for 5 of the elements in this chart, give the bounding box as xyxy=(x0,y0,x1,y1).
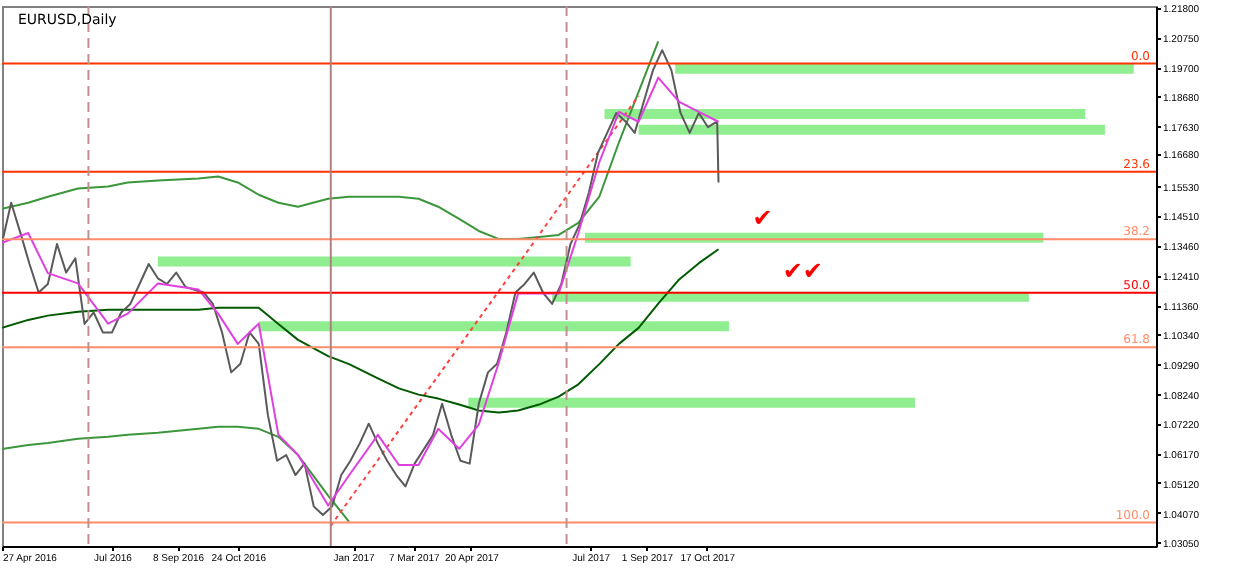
line-series xyxy=(2,40,660,240)
line-series xyxy=(2,248,720,414)
annotation: ✔✔ xyxy=(782,256,823,285)
line-series xyxy=(2,425,351,523)
annotation: ✔ xyxy=(752,203,773,232)
